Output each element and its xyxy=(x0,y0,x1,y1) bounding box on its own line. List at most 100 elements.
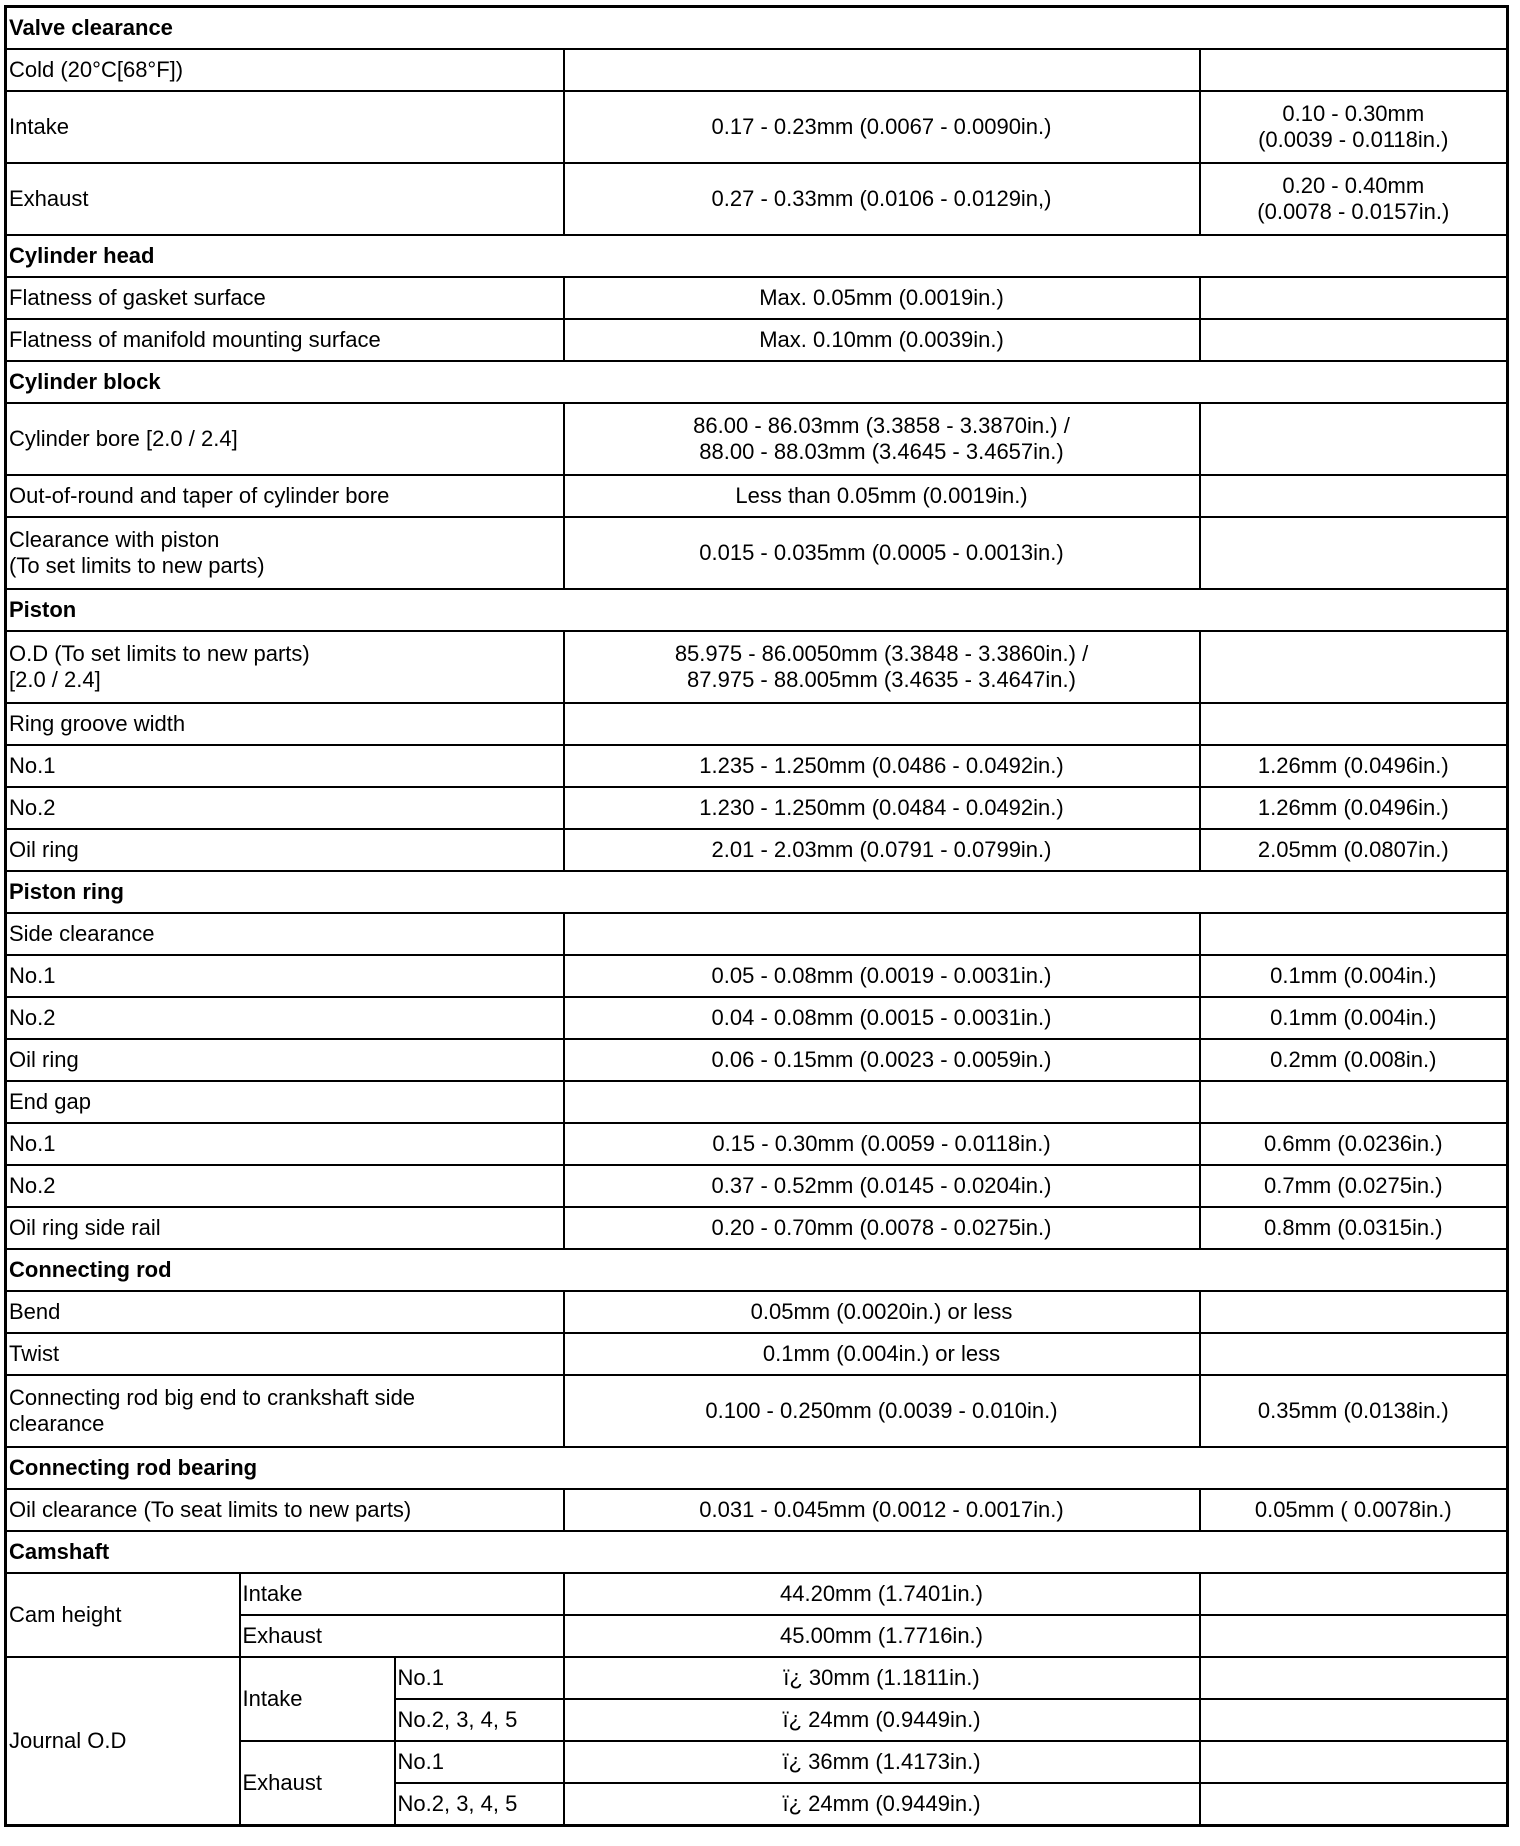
table-row: No.2 0.04 - 0.08mm (0.0015 - 0.0031in.) 0.… xyxy=(4,996,1509,1040)
journal-number: No.1 xyxy=(393,1656,565,1700)
limit-value: 0.05mm ( 0.0078in.) xyxy=(1198,1488,1509,1532)
table-row: Oil ring 2.01 - 2.03mm (0.0791 - 0.0799in… xyxy=(4,828,1509,872)
item-label: Intake xyxy=(4,90,565,164)
section-header: Valve clearance xyxy=(4,5,1509,50)
section-header: Connecting rod bearing xyxy=(4,1446,1509,1490)
limit-value: 0.10 - 0.30mm (0.0039 - 0.0118in.) xyxy=(1198,90,1509,164)
section-header: Piston ring xyxy=(4,870,1509,914)
limit-value xyxy=(1198,630,1509,704)
standard-value: 1.230 - 1.250mm (0.0484 - 0.0492in.) xyxy=(562,786,1201,830)
table-row: Out-of-round and taper of cylinder bore L… xyxy=(4,474,1509,518)
table-row: No.2 0.37 - 0.52mm (0.0145 - 0.0204in.) 0.… xyxy=(4,1164,1509,1208)
table-row: Oil ring 0.06 - 0.15mm (0.0023 - 0.0059in… xyxy=(4,1038,1509,1082)
item-label: Journal O.D xyxy=(4,1656,241,1827)
item-label: Oil ring xyxy=(4,1038,565,1082)
limit-value xyxy=(1198,1656,1509,1700)
standard-value: Less than 0.05mm (0.0019in.) xyxy=(562,474,1201,518)
table-row: Exhaust No.1 ï¿ 36mm (1.4173in.) xyxy=(6,1740,1509,1827)
limit-value xyxy=(1198,276,1509,320)
standard-value: 0.27 - 0.33mm (0.0106 - 0.0129in,) xyxy=(562,162,1201,236)
standard-value: 0.031 - 0.045mm (0.0012 - 0.0017in.) xyxy=(562,1488,1201,1532)
table-row: Connecting rod big end to crankshaft sid… xyxy=(4,1374,1509,1448)
limit-value: 2.05mm (0.0807in.) xyxy=(1198,828,1509,872)
item-label: Side clearance xyxy=(4,912,565,956)
item-label: Bend xyxy=(4,1290,565,1334)
limit-value: 0.2mm (0.008in.) xyxy=(1198,1038,1509,1082)
standard-value: 86.00 - 86.03mm (3.3858 - 3.3870in.) / 8… xyxy=(562,402,1201,476)
standard-value: Max. 0.05mm (0.0019in.) xyxy=(562,276,1201,320)
journal-number: No.2, 3, 4, 5 xyxy=(393,1698,565,1742)
standard-value: 0.100 - 0.250mm (0.0039 - 0.010in.) xyxy=(562,1374,1201,1448)
standard-value: 85.975 - 86.0050mm (3.3848 - 3.3860in.) … xyxy=(562,630,1201,704)
limit-value xyxy=(1198,318,1509,362)
limit-value xyxy=(1198,1698,1509,1742)
standard-value: ï¿ 30mm (1.1811in.) xyxy=(562,1656,1201,1700)
table-row: No.1 0.15 - 0.30mm (0.0059 - 0.0118in.) 0.… xyxy=(4,1122,1509,1166)
limit-value xyxy=(1198,1572,1509,1616)
journal-number: No.1 xyxy=(393,1740,565,1784)
table-row: No.2 1.230 - 1.250mm (0.0484 - 0.0492in.)… xyxy=(4,786,1509,830)
table-row: Camshaft xyxy=(4,1530,1509,1574)
item-label: Oil ring side rail xyxy=(4,1206,565,1250)
item-label: Ring groove width xyxy=(4,702,565,746)
sub-label: Exhaust xyxy=(238,1614,565,1658)
table-row: Bend 0.05mm (0.0020in.) or less xyxy=(4,1290,1509,1334)
item-label: Connecting rod big end to crankshaft sid… xyxy=(4,1374,565,1448)
standard-value: 44.20mm (1.7401in.) xyxy=(562,1572,1201,1616)
item-label: No.1 xyxy=(4,1122,565,1166)
item-label: No.1 xyxy=(4,744,565,788)
table-row: O.D (To set limits to new parts) [2.0 / … xyxy=(4,630,1509,704)
item-label: No.2 xyxy=(4,786,565,830)
section-header: Connecting rod xyxy=(4,1248,1509,1292)
limit-value xyxy=(1198,1290,1509,1334)
limit-value: 0.8mm (0.0315in.) xyxy=(1198,1206,1509,1250)
limit-value xyxy=(1198,702,1509,746)
standard-value: 0.04 - 0.08mm (0.0015 - 0.0031in.) xyxy=(562,996,1201,1040)
table-row: Cylinder block xyxy=(4,360,1509,404)
table-row: Cam height Intake 44.20mm (1.7401in.) xyxy=(4,1572,1509,1658)
limit-value xyxy=(1198,1782,1509,1827)
standard-value xyxy=(562,912,1201,956)
item-label: Oil ring xyxy=(4,828,565,872)
standard-value: 0.05 - 0.08mm (0.0019 - 0.0031in.) xyxy=(562,954,1201,998)
limit-value: 1.26mm (0.0496in.) xyxy=(1198,786,1509,830)
standard-value: 1.235 - 1.250mm (0.0486 - 0.0492in.) xyxy=(562,744,1201,788)
limit-value: 1.26mm (0.0496in.) xyxy=(1198,744,1509,788)
standard-value: Max. 0.10mm (0.0039in.) xyxy=(562,318,1201,362)
standard-value xyxy=(562,48,1201,92)
table-row: Valve clearance xyxy=(4,5,1509,50)
limit-value xyxy=(1198,402,1509,476)
standard-value xyxy=(562,1080,1201,1124)
table-row: No.2, 3, 4, 5 ï¿ 24mm (0.9449in.) xyxy=(6,1782,1509,1827)
limit-value xyxy=(1198,48,1509,92)
standard-value: 0.1mm (0.004in.) or less xyxy=(562,1332,1201,1376)
standard-value: 45.00mm (1.7716in.) xyxy=(562,1614,1201,1658)
table-row: Flatness of manifold mounting surface Max… xyxy=(4,318,1509,362)
standard-value: ï¿ 24mm (0.9449in.) xyxy=(562,1698,1201,1742)
limit-value xyxy=(1198,1614,1509,1658)
item-label: Flatness of manifold mounting surface xyxy=(4,318,565,362)
item-label: No.2 xyxy=(4,996,565,1040)
limit-value xyxy=(1198,912,1509,956)
table-row: No.2, 3, 4, 5 ï¿ 24mm (0.9449in.) xyxy=(6,1698,1509,1742)
table-row: Connecting rod bearing xyxy=(4,1446,1509,1490)
item-label: O.D (To set limits to new parts) [2.0 / … xyxy=(4,630,565,704)
table-row: Piston xyxy=(4,588,1509,632)
item-label: No.1 xyxy=(4,954,565,998)
table-row: Exhaust 45.00mm (1.7716in.) xyxy=(6,1614,1509,1658)
sub-label: Intake xyxy=(238,1656,396,1742)
table-row: Flatness of gasket surface Max. 0.05mm (0… xyxy=(4,276,1509,320)
standard-value: 2.01 - 2.03mm (0.0791 - 0.0799in.) xyxy=(562,828,1201,872)
table-row: Journal O.D Intake No.1 ï¿ 30mm (1.1811in.) xyxy=(4,1656,1509,1827)
limit-value: 0.7mm (0.0275in.) xyxy=(1198,1164,1509,1208)
limit-value: 0.1mm (0.004in.) xyxy=(1198,954,1509,998)
section-header: Cylinder block xyxy=(4,360,1509,404)
table-row: Piston ring xyxy=(4,870,1509,914)
limit-value xyxy=(1198,1080,1509,1124)
table-row: Oil ring side rail 0.20 - 0.70mm (0.0078 … xyxy=(4,1206,1509,1250)
limit-value xyxy=(1198,474,1509,518)
specification-table: Valve clearance Cold (20°C[68°F]) Intake 0.… xyxy=(4,5,1510,1827)
table-row: End gap xyxy=(4,1080,1509,1124)
standard-value: 0.15 - 0.30mm (0.0059 - 0.0118in.) xyxy=(562,1122,1201,1166)
sub-label: Exhaust xyxy=(238,1740,396,1827)
